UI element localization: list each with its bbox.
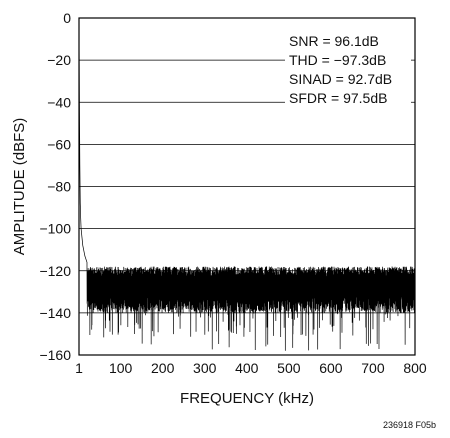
y-tick-label: −100 (39, 221, 71, 237)
annotation-line: SINAD = 92.7dB (289, 71, 392, 87)
x-tick-label: 700 (361, 360, 385, 376)
y-tick-label: −20 (47, 52, 71, 68)
x-tick-label: 1 (75, 360, 83, 376)
x-tick-label: 300 (193, 360, 217, 376)
figure-id: 236918 F05b (383, 420, 436, 430)
annotation-line: THD = −97.3dB (289, 52, 386, 68)
x-tick-label: 200 (151, 360, 175, 376)
x-tick-labels: 1 100 200 300 400 500 600 700 800 (75, 360, 427, 376)
annotation-line: SFDR = 97.5dB (289, 90, 387, 106)
y-tick-label: −160 (39, 347, 71, 363)
x-tick-label: 600 (319, 360, 343, 376)
x-tick-label: 400 (235, 360, 259, 376)
y-tick-labels: 0 −20 −40 −60 −80 −100 −120 −140 −160 (39, 10, 71, 363)
x-axis-title: FREQUENCY (kHz) (180, 390, 314, 407)
plot-frame (78, 17, 416, 356)
annotation-line: SNR = 96.1dB (289, 33, 379, 49)
x-tick-label: 800 (403, 360, 427, 376)
x-tick-label: 500 (277, 360, 301, 376)
y-tick-label: −140 (39, 305, 71, 321)
annotation-background (285, 30, 411, 112)
y-tick-label: 0 (63, 10, 71, 26)
annotation-box (285, 30, 411, 112)
fft-spectrum-line (78, 17, 416, 351)
y-tick-label: −120 (39, 263, 71, 279)
y-tick-label: −40 (47, 94, 71, 110)
y-tick-label: −60 (47, 136, 71, 152)
fft-trace (78, 17, 416, 351)
annotations: SNR = 96.1dB THD = −97.3dB SINAD = 92.7dB S… (289, 33, 392, 106)
y-tick-label: −80 (47, 179, 71, 195)
y-axis-title: AMPLITUDE (dBFS) (11, 118, 28, 256)
x-tick-label: 100 (109, 360, 133, 376)
